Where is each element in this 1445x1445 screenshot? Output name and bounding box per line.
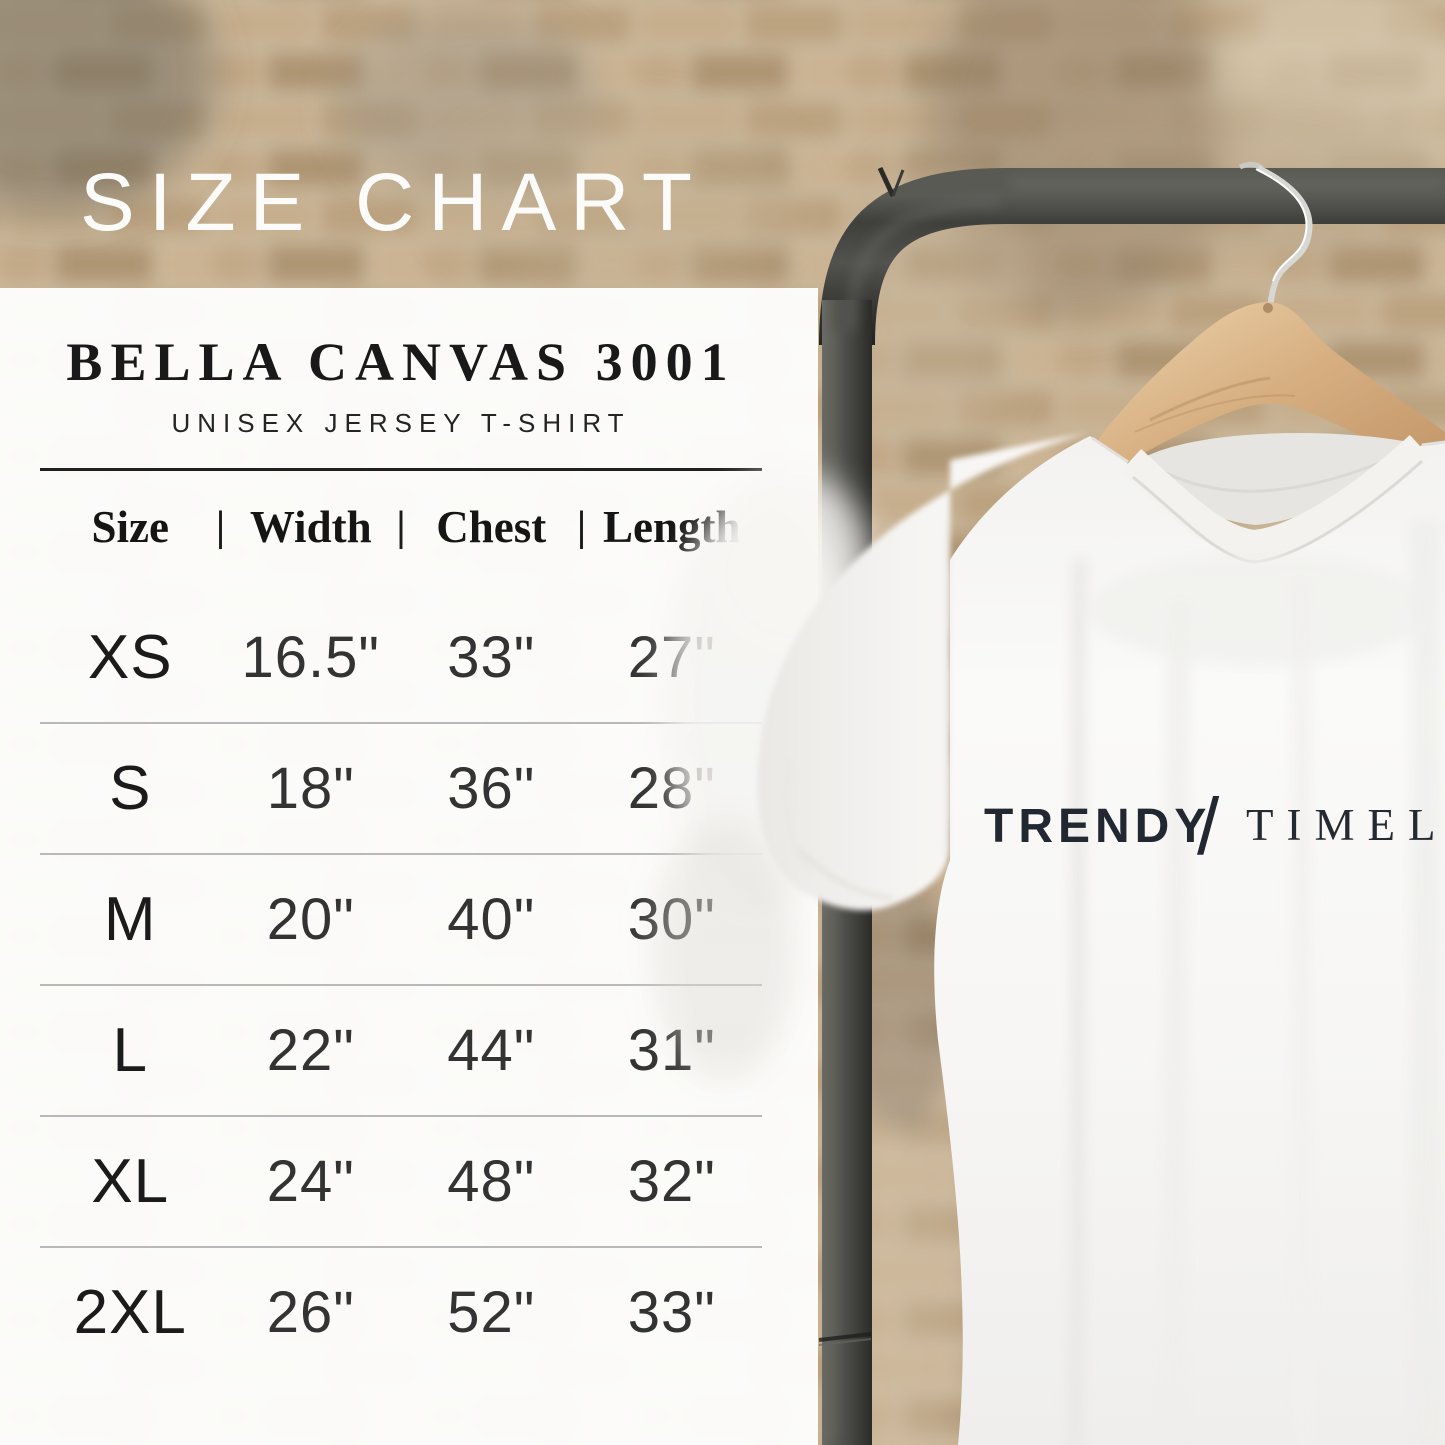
length-value: 32" bbox=[627, 1149, 716, 1214]
shoulder-seam-left bbox=[1091, 436, 1129, 464]
size-label: XL bbox=[91, 1147, 170, 1216]
wire-hook-icon bbox=[1238, 161, 1313, 321]
length-value: 28" bbox=[627, 756, 716, 821]
chest-value: 36" bbox=[447, 756, 536, 821]
collar-opening bbox=[1135, 432, 1418, 525]
product-subtitle: UNISEX JERSEY T-SHIRT bbox=[171, 408, 631, 438]
table-row-m: M 20" 40" 30" bbox=[40, 853, 762, 984]
width-value: 22" bbox=[266, 1018, 355, 1083]
shirt-brand-timeless: TIMELE bbox=[1246, 800, 1445, 850]
pipe-coupling bbox=[818, 1332, 872, 1342]
size-label: XS bbox=[87, 623, 173, 692]
collar-band bbox=[1120, 434, 1431, 561]
width-value: 26" bbox=[266, 1280, 355, 1345]
header-separator: | bbox=[215, 504, 226, 550]
table-header: Size Width Chest Length | | | bbox=[40, 501, 762, 553]
size-label: 2XL bbox=[73, 1278, 187, 1347]
header-rule bbox=[40, 468, 762, 471]
chest-value: 44" bbox=[447, 1018, 536, 1083]
size-chart-panel: BELLA CANVAS 3001 UNISEX JERSEY T-SHIRT … bbox=[0, 288, 818, 1445]
column-header-length: Length bbox=[602, 502, 741, 552]
length-value: 27" bbox=[627, 625, 716, 690]
table-row-2xl: 2XL 26" 52" 33" bbox=[40, 1246, 762, 1377]
column-header-size: Size bbox=[91, 502, 169, 552]
table-row-xs: XS 16.5" 33" 27" bbox=[40, 593, 762, 722]
length-value: 33" bbox=[627, 1280, 716, 1345]
table-row-s: S 18" 36" 28" bbox=[40, 722, 762, 853]
product-name: BELLA CANVAS 3001 bbox=[66, 332, 736, 392]
width-value: 24" bbox=[266, 1149, 355, 1214]
size-label: S bbox=[109, 754, 152, 823]
column-header-width: Width bbox=[249, 502, 372, 552]
shoulder-seam-right bbox=[1421, 440, 1445, 447]
shirt-brand-trendy: TRENDY bbox=[984, 800, 1211, 853]
rack-weld-seam bbox=[877, 166, 896, 198]
shirt-brand-slash: / bbox=[1197, 782, 1220, 871]
column-header-chest: Chest bbox=[436, 502, 547, 552]
page-title: SIZE CHART bbox=[80, 157, 706, 248]
size-label: M bbox=[103, 885, 157, 954]
table-row-xl: XL 24" 48" 32" bbox=[40, 1115, 762, 1246]
width-value: 20" bbox=[266, 887, 355, 952]
table-row-l: L 22" 44" 31" bbox=[40, 984, 762, 1115]
size-label: L bbox=[112, 1016, 148, 1085]
fabric-folds bbox=[1068, 519, 1443, 1445]
chest-value: 48" bbox=[447, 1149, 536, 1214]
chest-value: 33" bbox=[447, 625, 536, 690]
header-separator: | bbox=[396, 504, 406, 550]
chest-value: 52" bbox=[447, 1280, 536, 1345]
length-value: 30" bbox=[627, 887, 716, 952]
length-value: 31" bbox=[627, 1018, 716, 1083]
wooden-hanger bbox=[1098, 302, 1445, 485]
width-value: 18" bbox=[266, 756, 355, 821]
header-separator: | bbox=[576, 504, 587, 550]
t-shirt: TRENDY / TIMELE bbox=[934, 432, 1445, 1445]
chest-value: 40" bbox=[447, 887, 536, 952]
hook-hole bbox=[1263, 303, 1273, 313]
size-table: XS 16.5" 33" 27" S 18" 36" 28" M 20" 40"… bbox=[40, 593, 762, 1377]
width-value: 16.5" bbox=[241, 625, 380, 690]
